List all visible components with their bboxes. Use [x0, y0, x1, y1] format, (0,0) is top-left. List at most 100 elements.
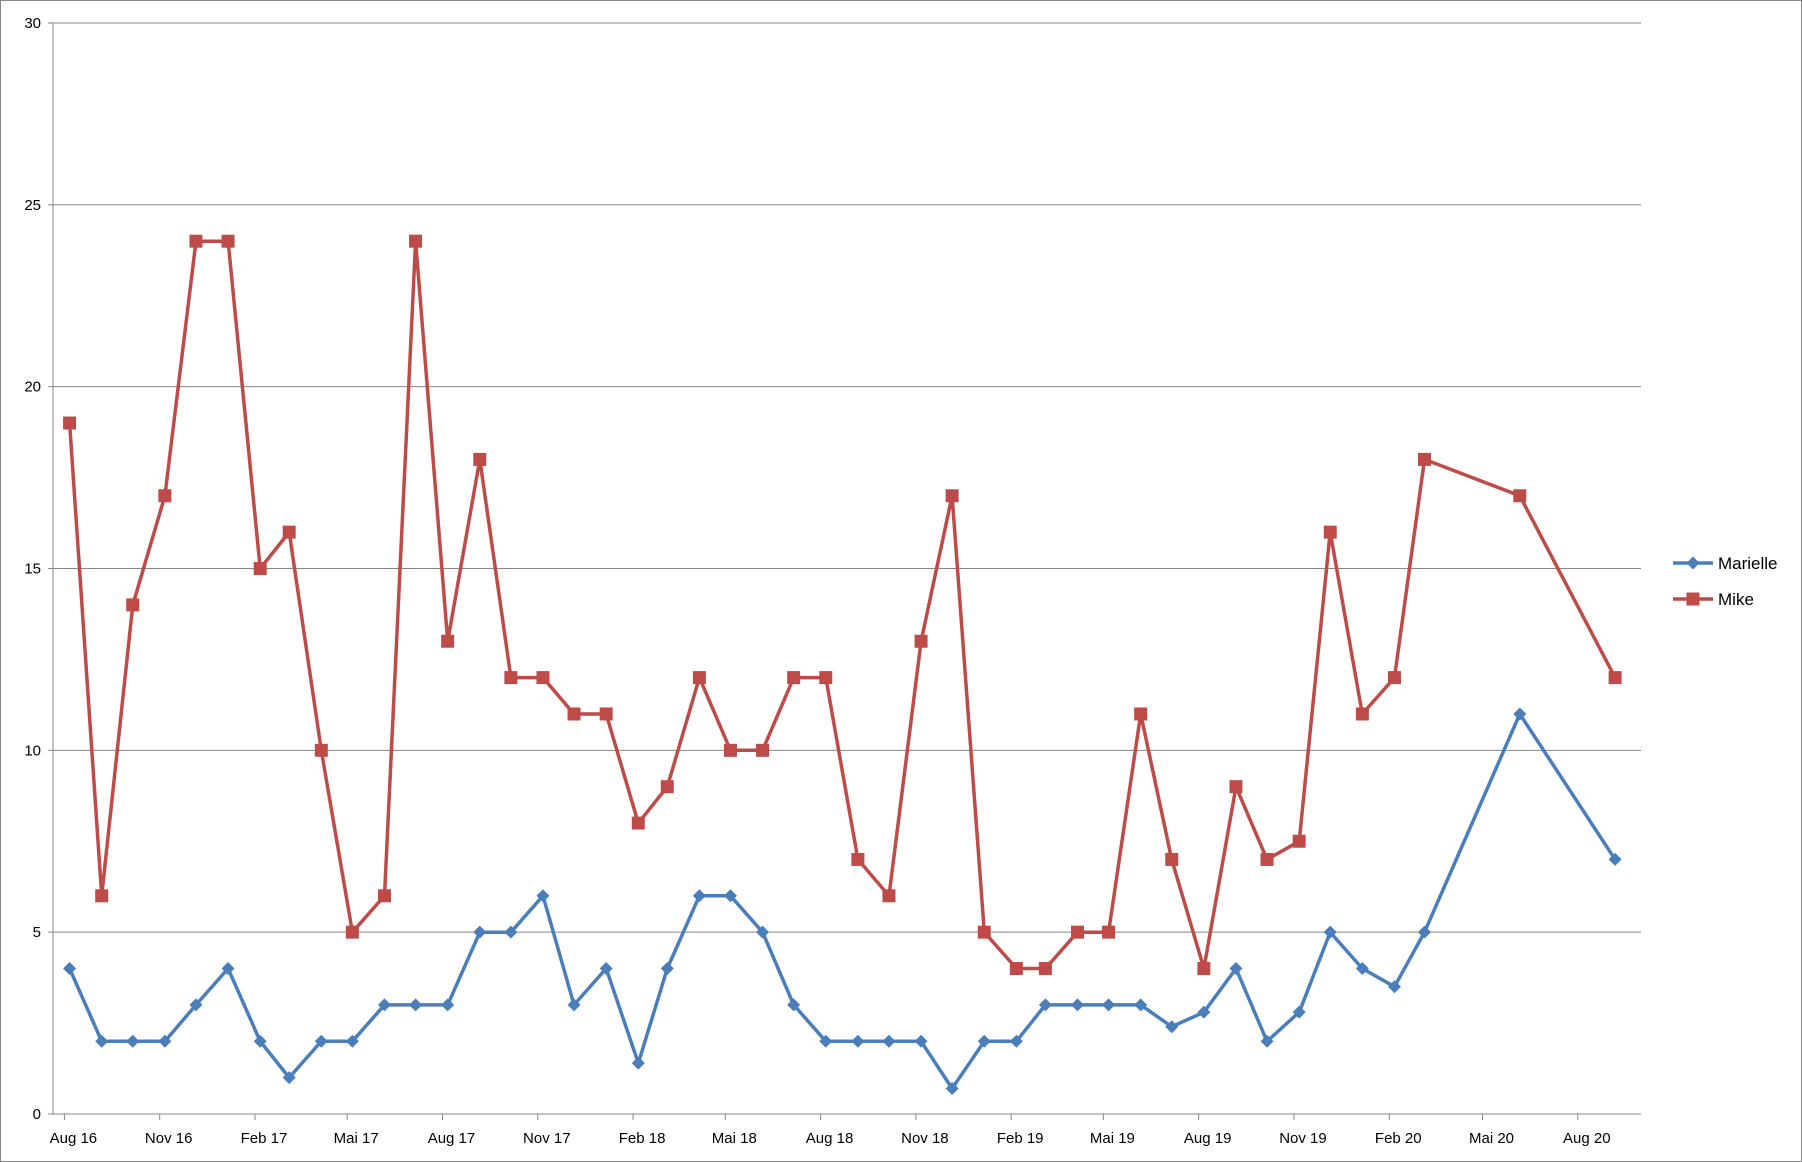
data-point-square — [1197, 962, 1211, 976]
data-point-diamond — [1009, 1034, 1023, 1048]
series-marielle — [63, 707, 1622, 1096]
data-point-square — [409, 234, 423, 248]
data-point-diamond — [1418, 925, 1432, 939]
data-point-diamond — [1608, 852, 1622, 866]
data-point-square — [787, 671, 801, 685]
data-point-diamond — [1260, 1034, 1274, 1048]
series — [63, 234, 1622, 1096]
data-point-square — [851, 852, 865, 866]
series-line-marielle — [67, 712, 1617, 1091]
series-line-mike — [67, 239, 1617, 971]
y-tick-label: 25 — [24, 197, 41, 214]
y-tick-label: 10 — [24, 742, 41, 759]
data-point-square — [189, 234, 203, 248]
data-point-square — [882, 889, 896, 903]
data-point-square — [441, 634, 455, 648]
x-tick-label: Mai 17 — [334, 1130, 379, 1147]
data-point-diamond — [473, 925, 487, 939]
legend-entry-marielle: Marielle — [1673, 554, 1778, 573]
x-tick-label: Nov 19 — [1279, 1130, 1327, 1147]
data-point-diamond — [599, 962, 613, 976]
x-tick-label: Aug 20 — [1563, 1130, 1611, 1147]
data-point-square — [819, 671, 833, 685]
data-point-square — [282, 525, 296, 539]
data-point-diamond — [1292, 1005, 1306, 1019]
data-point-diamond — [63, 962, 77, 976]
data-point-diamond — [504, 925, 518, 939]
x-tick-label: Aug 19 — [1184, 1130, 1232, 1147]
data-point-square — [1608, 671, 1622, 685]
data-point-diamond — [158, 1034, 172, 1048]
x-tick-label: Feb 19 — [997, 1130, 1044, 1147]
data-point-diamond — [1134, 998, 1148, 1012]
legend: Marielle Mike — [1673, 554, 1778, 609]
data-point-diamond — [1387, 980, 1401, 994]
x-tick-label: Aug 16 — [50, 1130, 98, 1147]
data-point-square — [473, 452, 487, 466]
x-tick-label: Feb 17 — [241, 1130, 288, 1147]
data-point-square — [1070, 925, 1084, 939]
data-point-diamond — [977, 1034, 991, 1048]
y-tick-label: 5 — [33, 924, 41, 941]
data-point-square — [1165, 852, 1179, 866]
data-point-diamond — [314, 1034, 328, 1048]
data-point-square — [599, 707, 613, 721]
data-point-diamond — [882, 1034, 896, 1048]
data-point-diamond — [126, 1034, 140, 1048]
data-point-diamond — [660, 962, 674, 976]
data-point-diamond — [189, 998, 203, 1012]
data-point-diamond — [377, 998, 391, 1012]
data-point-diamond — [1070, 998, 1084, 1012]
legend-marker-diamond — [1686, 556, 1700, 570]
data-point-square — [1292, 834, 1306, 848]
data-point-square — [692, 671, 706, 685]
data-point-diamond — [851, 1034, 865, 1048]
data-point-square — [945, 489, 959, 503]
data-point-square — [377, 889, 391, 903]
data-point-diamond — [631, 1056, 645, 1070]
data-point-diamond — [1355, 962, 1369, 976]
data-point-diamond — [221, 962, 235, 976]
data-point-square — [1513, 489, 1527, 503]
data-point-square — [631, 816, 645, 830]
legend-entry-mike: Mike — [1673, 590, 1754, 609]
x-tick-label: Feb 18 — [619, 1130, 666, 1147]
x-tick-label: Aug 18 — [806, 1130, 854, 1147]
data-point-diamond — [787, 998, 801, 1012]
y-tick-label: 20 — [24, 379, 41, 396]
data-point-diamond — [914, 1034, 928, 1048]
data-point-square — [314, 743, 328, 757]
legend-label: Mike — [1718, 590, 1754, 609]
x-tick-label: Mai 19 — [1090, 1130, 1135, 1147]
data-point-square — [253, 562, 267, 575]
data-point-diamond — [567, 998, 581, 1012]
data-point-square — [1009, 962, 1023, 976]
data-point-square — [660, 780, 674, 794]
data-point-square — [536, 671, 550, 685]
data-point-square — [95, 889, 109, 903]
series-mike — [63, 234, 1622, 976]
data-point-diamond — [441, 998, 455, 1012]
data-point-square — [1102, 925, 1116, 939]
data-point-square — [126, 598, 140, 612]
data-point-square — [567, 707, 581, 721]
data-point-square — [1038, 962, 1052, 976]
data-point-diamond — [1197, 1005, 1211, 1019]
x-tick-label: Feb 20 — [1375, 1130, 1422, 1147]
data-point-diamond — [1513, 707, 1527, 721]
data-point-square — [1323, 525, 1337, 539]
data-point-square — [1260, 852, 1274, 866]
data-point-diamond — [345, 1034, 359, 1048]
data-point-square — [1229, 780, 1243, 794]
data-point-square — [158, 489, 172, 503]
data-point-square — [756, 743, 770, 757]
legend-label: Marielle — [1718, 554, 1778, 573]
data-point-diamond — [536, 889, 550, 903]
data-point-diamond — [409, 998, 423, 1012]
y-tick-label: 0 — [33, 1106, 41, 1123]
data-point-square — [504, 671, 518, 685]
data-point-diamond — [723, 889, 737, 903]
data-point-diamond — [1323, 925, 1337, 939]
x-tick-label: Nov 18 — [901, 1130, 949, 1147]
